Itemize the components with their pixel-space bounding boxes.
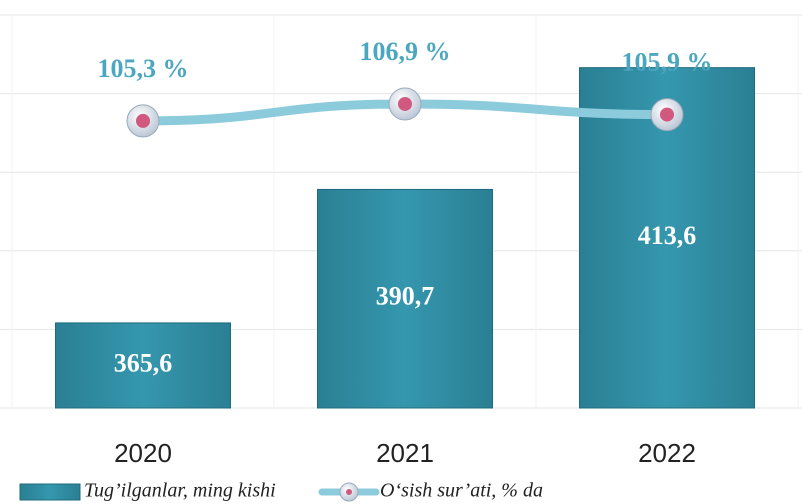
bar-value-label: 365,6	[114, 348, 173, 377]
line-value-label: 106,9 %	[360, 37, 451, 66]
line-marker-dot	[398, 96, 412, 111]
line-value-label: 105,3 %	[98, 54, 189, 83]
bar	[55, 322, 231, 409]
line-marker-dot	[660, 107, 674, 122]
x-tick-label: 2022	[638, 438, 696, 468]
line-value-label: 105,9 %	[622, 48, 713, 77]
legend-marker-dot	[346, 489, 352, 495]
legend-swatch	[19, 483, 81, 501]
bar-value-label: 390,7	[376, 282, 435, 311]
x-tick-label: 2020	[114, 438, 172, 468]
bar	[317, 188, 493, 409]
bar-value-label: 413,6	[638, 221, 697, 250]
x-tick-label: 2021	[376, 438, 434, 468]
legend-label: Tug’ilganlar, ming kishi	[84, 480, 276, 502]
line-marker-dot	[136, 113, 150, 128]
legend-label: O‘sish sur’ati, % da	[380, 480, 543, 502]
